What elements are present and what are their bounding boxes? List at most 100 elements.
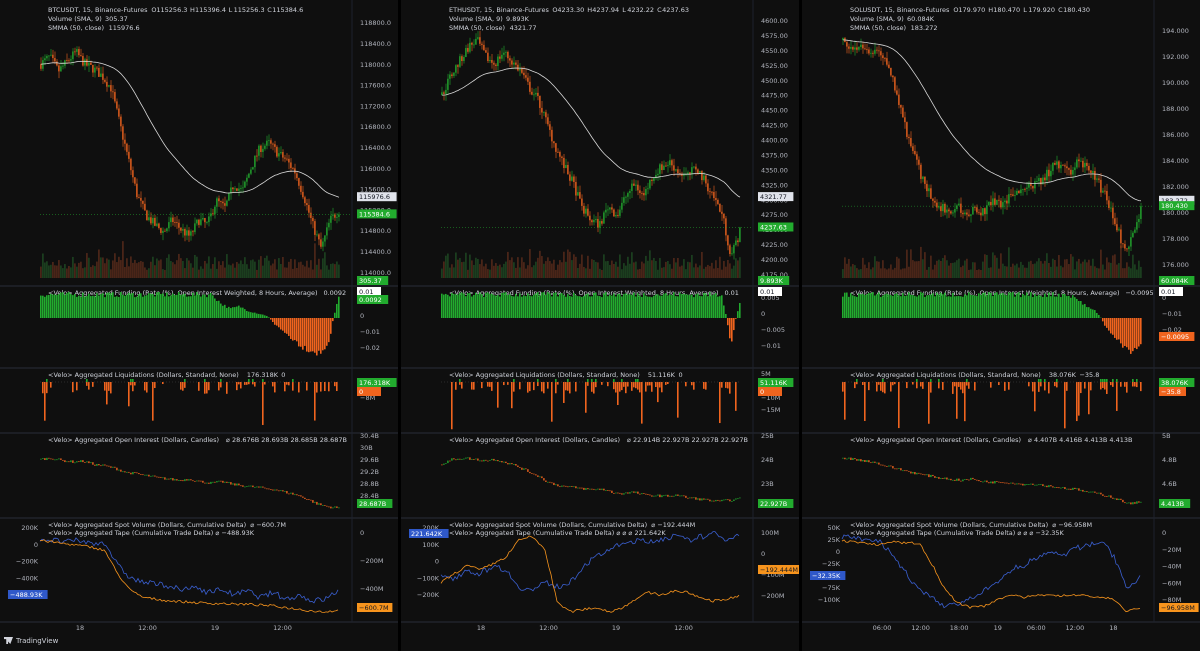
candle-body: [244, 181, 246, 188]
oi-candle: [910, 471, 912, 474]
chart-panel-btc[interactable]: BTCUSDT, 15, Binance-Futures O 115256.3 H 11…: [0, 0, 398, 651]
funding-bar: [517, 296, 519, 318]
volume-bar: [505, 261, 507, 278]
volume-value: 9.893K: [506, 15, 530, 23]
volume-bar: [487, 269, 489, 278]
oi-candle: [527, 469, 529, 472]
candle-body: [541, 107, 543, 113]
oi-candle: [932, 474, 934, 477]
oi-candle: [846, 458, 848, 460]
oi-candle: [78, 461, 80, 463]
tape-title: <Velo> Aggregated Tape (Cumulative Trade…: [449, 529, 614, 537]
oi-candle: [960, 480, 962, 482]
oi-candle: [1012, 482, 1014, 484]
liquidation-bar: [455, 382, 457, 390]
volume-value: 60.084K: [907, 15, 935, 23]
ohlc-value-C: 4237.63: [662, 6, 689, 14]
funding-bar: [1004, 294, 1006, 318]
oi-candle: [469, 457, 471, 460]
liquidation-bar: [621, 382, 623, 391]
price-tick-label: 4350.00: [761, 166, 788, 174]
funding-bar: [60, 292, 62, 318]
volume-bar: [725, 266, 727, 278]
funding-bar: [128, 292, 130, 318]
left-axis-tick-label: −75K: [822, 584, 841, 592]
oi-title: <Velo> Aggregated Open Interest (Dollars…: [48, 436, 219, 444]
candle-body: [930, 188, 932, 199]
price-tick-label: 180.000: [1162, 209, 1189, 217]
funding-bar: [733, 318, 735, 331]
chart-svg-eth[interactable]: ETHUSDT, 15, Binance-Futures O 4233.30 H 423…: [401, 0, 799, 651]
oi-candle: [866, 460, 868, 462]
oi-candle: [671, 495, 673, 497]
oi-candle: [695, 497, 697, 500]
volume-bar: [892, 269, 894, 278]
oi-candle: [1028, 483, 1030, 485]
candle-body: [489, 60, 491, 62]
volume-bar: [471, 260, 473, 278]
volume-bar: [46, 261, 48, 278]
oi-candle: [938, 477, 940, 479]
chart-panel-eth[interactable]: ETHUSDT, 15, Binance-Futures O 4233.30 H 423…: [401, 0, 799, 651]
liquidation-bar: [912, 382, 914, 385]
ohlc-key-H: H: [988, 6, 993, 14]
funding-bar: [322, 318, 324, 351]
oi-values: ⌀ 28.676B 28.693B 28.685B 28.687B: [226, 436, 347, 444]
candle-body: [571, 176, 573, 181]
candle-body: [222, 201, 224, 204]
candle-body: [108, 85, 110, 87]
spot-value: ⌀ −96.958M: [1052, 521, 1092, 529]
volume-bar: [200, 266, 202, 278]
oi-candle: [970, 477, 972, 480]
chart-panel-sol[interactable]: SOLUSDT, 15, Binance-Futures O 179.970 H 180…: [802, 0, 1200, 651]
funding-bar: [216, 300, 218, 318]
funding-bar: [74, 293, 76, 318]
chart-svg-btc[interactable]: BTCUSDT, 15, Binance-Futures O 115256.3 H 11…: [0, 0, 398, 651]
funding-bar: [108, 292, 110, 318]
volume-bar: [659, 257, 661, 278]
liquidation-bar: [1028, 382, 1030, 387]
funding-bar: [904, 295, 906, 318]
candle-body: [491, 60, 493, 63]
candle-body: [1018, 190, 1020, 194]
liquidation-bar: [705, 382, 707, 390]
left-axis-tick-label: −200K: [16, 558, 39, 566]
funding-bar: [691, 294, 693, 318]
oi-candle: [130, 472, 132, 475]
candle-body: [1008, 194, 1010, 204]
funding-bar: [116, 296, 118, 318]
oi-candle: [154, 475, 156, 477]
oi-candle: [471, 458, 473, 460]
funding-bar: [1058, 293, 1060, 318]
oi-candle: [687, 497, 689, 499]
liquidation-bar: [667, 382, 669, 385]
liquidation-bar: [703, 382, 705, 389]
funding-bar: [334, 312, 336, 318]
spot-delta-line: [841, 539, 1141, 613]
funding-bar: [222, 305, 224, 318]
liquidation-bar: [958, 382, 960, 387]
oi-candle: [892, 466, 894, 469]
candle-body: [653, 178, 655, 181]
candle-body: [952, 212, 954, 214]
volume-bar: [256, 269, 258, 278]
oi-candle: [1070, 488, 1072, 490]
funding-bar: [1132, 318, 1134, 352]
candle-body: [84, 59, 86, 66]
ohlc-key-C: C: [657, 6, 662, 14]
liquidation-bar: [92, 382, 94, 387]
oi-candle: [236, 483, 238, 486]
liquidation-bar: [1104, 379, 1106, 382]
candle-body: [735, 240, 737, 246]
price-tick-label: 184.000: [1162, 157, 1189, 165]
candle-body: [701, 171, 703, 181]
funding-bar: [858, 293, 860, 318]
funding-bar: [114, 296, 116, 318]
funding-bar: [306, 318, 308, 352]
chart-svg-sol[interactable]: SOLUSDT, 15, Binance-Futures O 179.970 H 180…: [802, 0, 1200, 651]
oi-title: <Velo> Aggregated Open Interest (Dollars…: [449, 436, 620, 444]
liquidation-bar: [503, 382, 505, 386]
liquidation-bar: [954, 382, 956, 387]
oi-candle: [210, 481, 212, 484]
candle-body: [1134, 229, 1136, 233]
